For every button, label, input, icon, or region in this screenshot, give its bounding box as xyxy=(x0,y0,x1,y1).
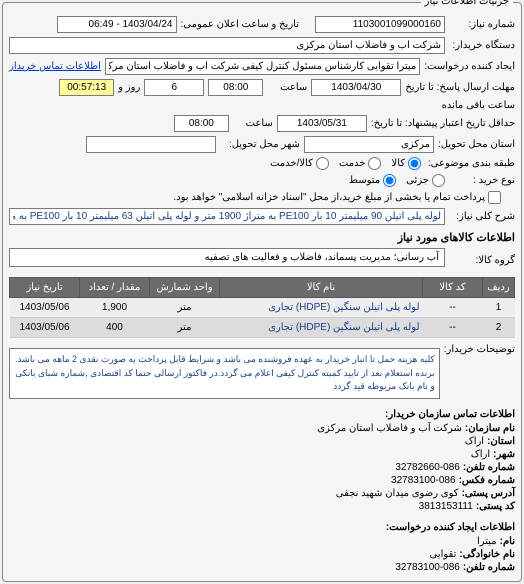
delivery-city-label: شهر محل تحویل: xyxy=(220,139,300,150)
col-date: تاریخ نیاز xyxy=(10,278,80,298)
fax-value: 32783100-086 xyxy=(391,475,456,486)
remaining-label: ساعت باقی مانده xyxy=(442,100,515,111)
table-cell: لوله پلی اتیلن سنگین (HDPE) تجاری xyxy=(220,318,423,338)
creator-fam-label: نام خانوادگی: xyxy=(459,549,515,560)
table-cell: متر xyxy=(150,298,220,318)
table-cell: 1 xyxy=(483,298,515,318)
budget-goods-radio[interactable]: کالا xyxy=(391,157,421,170)
table-cell: متر xyxy=(150,318,220,338)
table-row: 2--لوله پلی اتیلن سنگین (HDPE) تجاریمتر4… xyxy=(10,318,515,338)
col-qty: مقدار / تعداد xyxy=(80,278,150,298)
budget-both-radio[interactable]: کالا/خدمت xyxy=(270,157,329,170)
description-box: کلیه هزینه حمل تا انبار خریدار به عهده ف… xyxy=(9,348,440,399)
title-label: شرح کلی نیاز: xyxy=(449,211,515,222)
fax-label: شماره فکس: xyxy=(459,475,515,486)
table-cell: 1403/05/06 xyxy=(10,318,80,338)
pay-low-radio[interactable]: جزئی xyxy=(406,174,445,187)
tel-label: شماره تلفن: xyxy=(463,462,515,473)
goods-table: ردیف کد کالا نام کالا واحد شمارش مقدار /… xyxy=(9,277,515,338)
validity-time-field xyxy=(174,115,229,132)
budget-label: طبقه بندی موضوعی: xyxy=(425,158,515,169)
state-value: اراک xyxy=(465,436,484,447)
remaining-time-field xyxy=(59,79,114,96)
table-cell: لوله پلی اتیلن سنگین (HDPE) تجاری xyxy=(220,298,423,318)
announce-label: تاریخ و ساعت اعلان عمومی: xyxy=(181,19,300,30)
col-code: کد کالا xyxy=(423,278,483,298)
table-cell: -- xyxy=(423,298,483,318)
deadline-time-label: ساعت xyxy=(267,82,307,93)
city-value: اراک xyxy=(471,449,490,460)
validity-time-label: ساعت xyxy=(233,118,273,129)
treasury-checkbox[interactable]: پرداخت تمام یا بخشی از مبلغ خرید،از محل … xyxy=(173,191,501,204)
creator-header: اطلاعات ایجاد کننده درخواست: xyxy=(9,522,515,533)
city-label: شهر: xyxy=(493,449,515,460)
col-row: ردیف xyxy=(483,278,515,298)
col-unit: واحد شمارش xyxy=(150,278,220,298)
goods-section-header: اطلاعات کالاهای مورد نیاز xyxy=(9,231,515,244)
table-cell: 400 xyxy=(80,318,150,338)
delivery-state-label: استان محل تحویل: xyxy=(438,139,515,150)
table-cell: 1,900 xyxy=(80,298,150,318)
panel-title: جزئیات اطلاعات نیاز xyxy=(421,0,513,7)
buyer-label: دستگاه خریدار: xyxy=(449,40,515,51)
pay-mid-radio[interactable]: متوسط xyxy=(349,174,396,187)
category-label: گروه کالا: xyxy=(449,255,515,266)
table-header-row: ردیف کد کالا نام کالا واحد شمارش مقدار /… xyxy=(10,278,515,298)
title-field xyxy=(9,208,445,225)
announce-field xyxy=(57,16,177,33)
pay-label: نوع خرید : xyxy=(449,175,515,186)
category-box: آب رسانی؛ مدیریت پسماند، فاضلاب و فعالیت… xyxy=(9,248,445,267)
creator-tel-label: شماره تلفن: xyxy=(463,562,515,573)
addr-label: آدرس پستی: xyxy=(462,488,515,499)
req-number-field xyxy=(315,16,445,33)
table-row: 1--لوله پلی اتیلن سنگین (HDPE) تجاریمتر1… xyxy=(10,298,515,318)
description-label: توضیحات خریدار: xyxy=(444,344,515,355)
table-cell: 2 xyxy=(483,318,515,338)
org-value: شرکت آب و فاضلاب استان مرکزی xyxy=(317,423,462,434)
deadline-time-field xyxy=(208,79,263,96)
buyer-contact-link[interactable]: اطلاعات تماس خریدار xyxy=(9,61,101,72)
tel-value: 32782660-086 xyxy=(395,462,460,473)
addr-value: کوی رضوی میدان شهید نجفی xyxy=(336,488,459,499)
post-label: کد پستی: xyxy=(476,501,515,512)
contact-header: اطلاعات تماس سازمان خریدار: xyxy=(9,409,515,420)
org-label: نام سازمان: xyxy=(465,423,515,434)
table-cell: 1403/05/06 xyxy=(10,298,80,318)
deadline-label: مهلت ارسال پاسخ: تا تاریخ xyxy=(405,82,515,93)
creator-name-label: نام: xyxy=(500,536,515,547)
budget-service-radio[interactable]: خدمت xyxy=(339,157,382,170)
budget-radio-group: کالا خدمت کالا/خدمت xyxy=(270,157,421,170)
post-value: 3813153111 xyxy=(419,501,473,512)
delivery-state-field xyxy=(304,136,434,153)
creator-fam-value: تقوایی xyxy=(429,549,456,560)
days-and-label: روز و xyxy=(118,82,140,93)
deadline-date-field xyxy=(311,79,401,96)
creator-tel-value: 32783100-086 xyxy=(395,562,460,573)
col-name: نام کالا xyxy=(220,278,423,298)
state-label: استان: xyxy=(487,436,515,447)
req-number-label: شماره نیاز: xyxy=(449,19,515,30)
table-cell: -- xyxy=(423,318,483,338)
validity-label: حداقل تاریخ اعتبار پیشنهاد: تا تاریخ: xyxy=(371,118,515,129)
delivery-city-field xyxy=(86,136,216,153)
validity-date-field xyxy=(277,115,367,132)
buyer-field xyxy=(9,37,445,54)
creator-name-value: میترا xyxy=(477,536,497,547)
remaining-days-field xyxy=(144,79,204,96)
details-panel: جزئیات اطلاعات نیاز شماره نیاز: تاریخ و … xyxy=(2,2,522,582)
requester-field xyxy=(105,58,420,75)
pay-radio-group: جزئی متوسط xyxy=(349,174,445,187)
requester-label: ایجاد کننده درخواست: xyxy=(424,61,515,72)
